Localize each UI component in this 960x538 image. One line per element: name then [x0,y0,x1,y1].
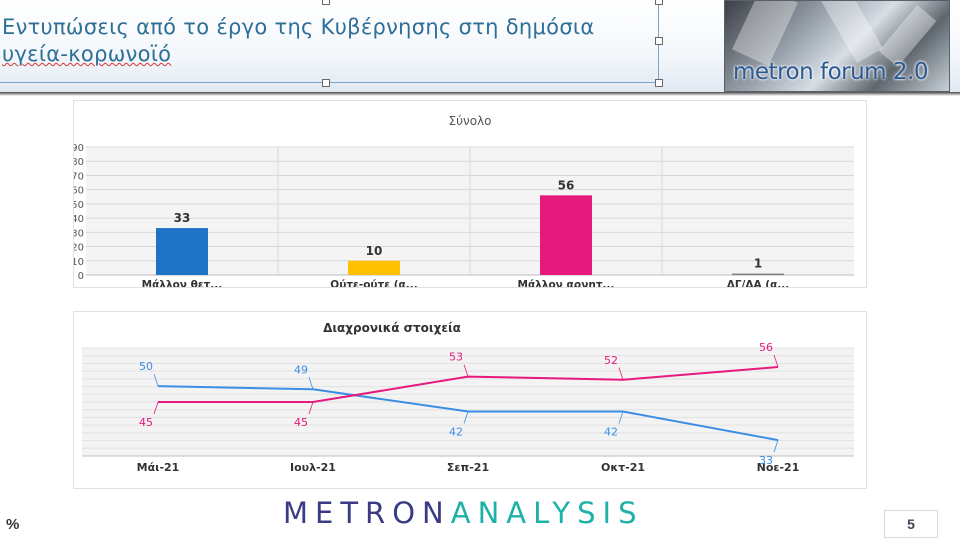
y-tick-label: 90 [74,143,84,154]
title-placeholder[interactable]: Εντυπώσεις από το έργο της Κυβέρνησης στ… [0,0,659,83]
metron-forum-logo: metron forum 2.0 [724,0,950,92]
point-label-pink: 45 [139,416,153,429]
data-label-leader [153,401,159,415]
bar-chart-title: Σύνολο [448,114,491,128]
data-label-leader [463,411,469,424]
resize-handle-bottom-right[interactable] [655,79,663,87]
bar-value-label: 56 [558,178,575,192]
x-category-label: Σεπ-21 [447,461,489,474]
slide-title[interactable]: Εντυπώσεις από το έργο της Κυβέρνησης στ… [2,14,594,68]
resize-handle-bottom-mid[interactable] [322,79,330,87]
bar [540,195,592,275]
point-label-pink: 56 [759,341,773,354]
x-category-label: Οκτ-21 [601,461,645,474]
x-category-label: Μάλλον θετ... [142,279,223,287]
bar-chart-panel[interactable]: Σύνολο 0 10 20 30 40 50 60 70 80 90 33 Μάλλον θετ...… [71,100,867,291]
y-tick-label: 10 [74,257,84,268]
x-category-label: Μάι-21 [137,461,180,474]
bar-value-label: 10 [366,244,383,258]
page-number: 5 [884,510,938,538]
data-label-leader [618,411,624,424]
x-category-label: Μάλλον αρνητ... [518,279,615,287]
point-label-blue: 42 [604,426,618,439]
x-category-label: Ιουλ-21 [290,461,336,474]
resize-handle-right-top[interactable] [655,0,663,5]
point-label-pink: 52 [604,354,618,367]
slide-header: Εντυπώσεις από το έργο της Κυβέρνησης στ… [0,0,960,95]
point-label-pink: 53 [449,351,463,364]
y-tick-label: 60 [74,186,84,197]
x-category-label: Νοε-21 [757,461,800,474]
resize-handle-top[interactable] [322,0,330,5]
unit-label: % [6,516,20,533]
data-label-leader [153,373,159,387]
data-label-leader [773,354,779,368]
bar [348,260,400,275]
line-chart-panel[interactable]: Διαχρονικά στοιχεία Μάι-21 Ιουλ-21 Σεπ-21 Οκ… [73,311,867,489]
bar-chart: Σύνολο 0 10 20 30 40 50 60 70 80 90 33 Μάλλον θετ...… [71,114,854,291]
bar-value-label: 1 [754,257,762,271]
slide-title-line2: υγεία-κορωνοϊό [2,42,172,66]
y-tick-label: 0 [78,271,84,282]
bar [732,273,784,276]
header-divider [0,92,960,96]
line-chart: Διαχρονικά στοιχεία Μάι-21 Ιουλ-21 Σεπ-21 Οκ… [82,321,854,474]
y-tick-label: 80 [74,157,84,168]
resize-handle-right-mid[interactable] [655,37,663,45]
slide-title-line1: Εντυπώσεις από το έργο της Κυβέρνησης στ… [2,15,595,39]
data-label-leader [308,377,314,390]
y-tick-label: 50 [74,200,84,211]
point-label-blue: 33 [759,454,773,467]
x-category-label: Ούτε-ούτε (α... [330,279,417,287]
bar [156,228,208,275]
point-label-pink: 45 [294,416,308,429]
y-tick-label: 70 [74,171,84,182]
data-label-leader [308,401,314,415]
y-tick-label: 20 [74,243,84,254]
logo-text: metron forum 2.0 [733,59,928,85]
data-label-leader [463,364,469,377]
y-tick-label: 40 [74,214,84,225]
line-chart-title: Διαχρονικά στοιχεία [323,321,461,335]
brand-analysis: ANALYSIS [450,496,644,530]
bar-value-label: 33 [174,211,191,225]
data-label-leader [618,367,624,380]
point-label-blue: 42 [449,426,463,439]
point-label-blue: 50 [139,360,153,373]
brand-metron: METRON [283,496,451,530]
y-tick-label: 30 [74,228,84,239]
x-category-label: ΔΓ/ΔΑ (α... [727,279,790,287]
metron-analysis-logo: METRONANALYSIS [283,496,644,530]
data-label-leader [773,439,779,453]
point-label-blue: 49 [294,363,308,376]
